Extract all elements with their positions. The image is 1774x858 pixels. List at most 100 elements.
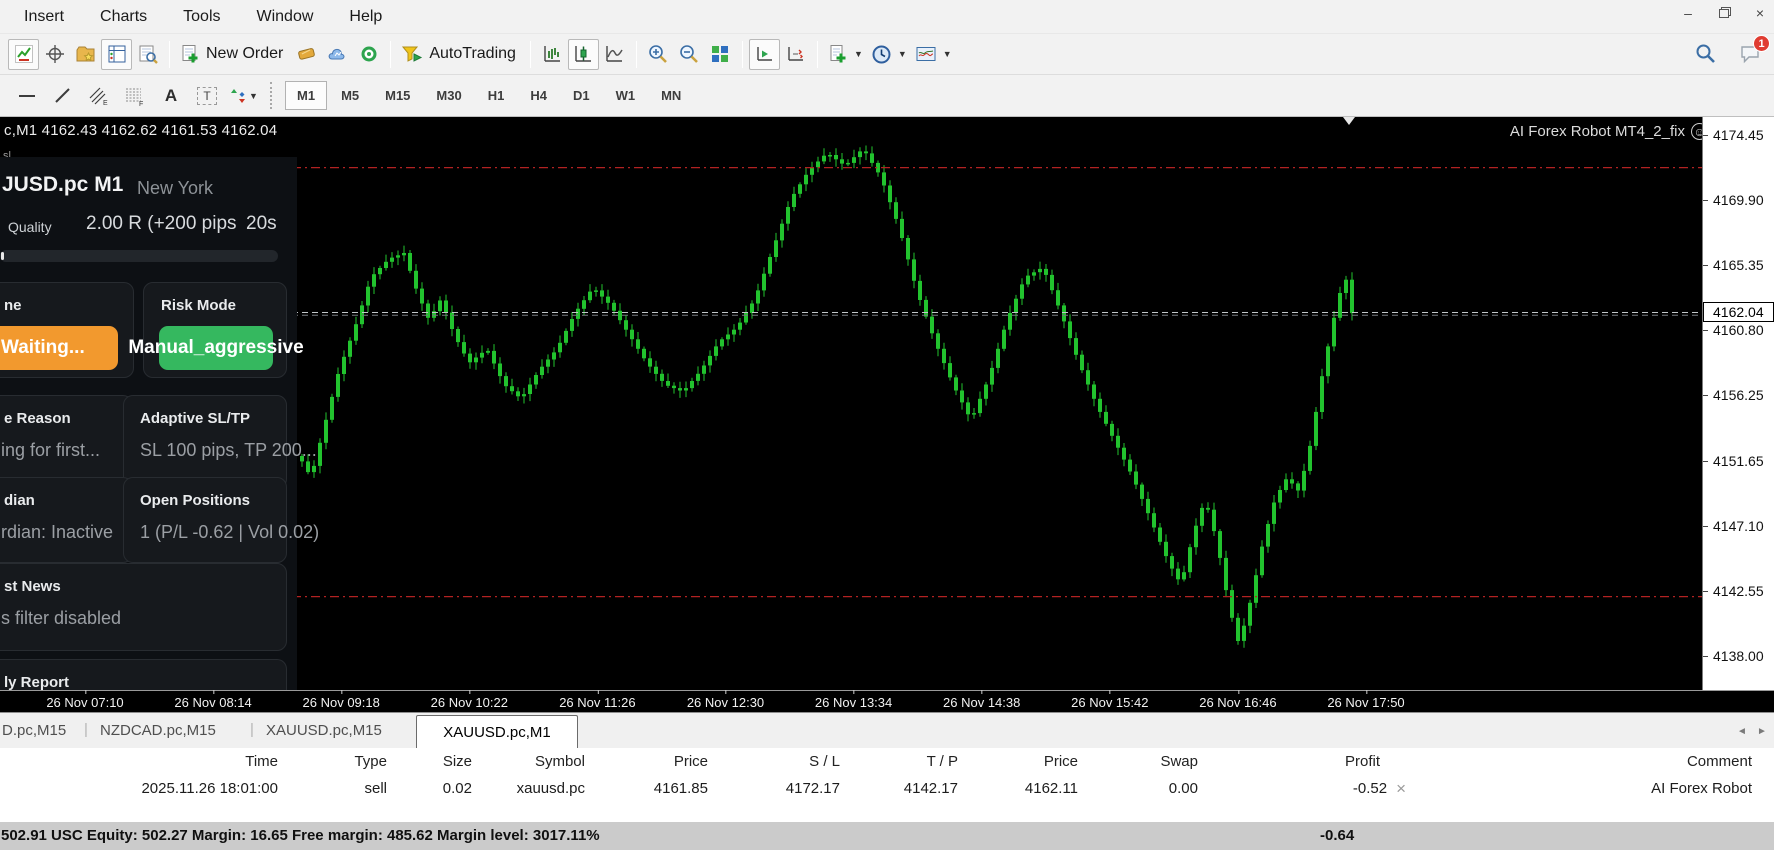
bar-chart-button[interactable] bbox=[537, 39, 568, 70]
minimize-icon[interactable]: – bbox=[1684, 5, 1692, 21]
tab-scroll-left-icon[interactable]: ◄ bbox=[1737, 726, 1747, 737]
candlestick-chart-button[interactable] bbox=[567, 38, 599, 70]
timeframe-d1[interactable]: D1 bbox=[572, 88, 590, 103]
line-chart-button[interactable] bbox=[599, 39, 630, 70]
menu-window[interactable]: Window bbox=[256, 7, 314, 25]
menu-charts[interactable]: Charts bbox=[100, 7, 148, 25]
close-position-icon[interactable]: × bbox=[1396, 779, 1406, 798]
timeframe-h1[interactable]: H1 bbox=[487, 88, 505, 103]
zoom-out-button[interactable] bbox=[674, 39, 705, 70]
auto-scroll-button[interactable] bbox=[748, 38, 780, 70]
column-header[interactable]: Swap bbox=[1160, 753, 1198, 770]
window-controls: – × bbox=[1678, 5, 1770, 21]
restore-icon[interactable] bbox=[1714, 5, 1734, 21]
time-tick: 26 Nov 14:38 bbox=[943, 690, 1021, 710]
text-label-button[interactable]: T bbox=[192, 81, 222, 111]
profiles-button[interactable] bbox=[70, 39, 101, 70]
timeframe-m1[interactable]: M1 bbox=[285, 81, 328, 110]
templates-button[interactable]: ▼ bbox=[911, 39, 956, 70]
ea-name-text: AI Forex Robot MT4_2_fix bbox=[1509, 123, 1685, 140]
tab-chart-1[interactable]: D.pc,M15 bbox=[2, 722, 67, 739]
close-icon[interactable]: × bbox=[1755, 5, 1765, 21]
toolbar-grip[interactable] bbox=[270, 82, 274, 109]
menu-help[interactable]: Help bbox=[349, 7, 383, 25]
market-watch-button[interactable] bbox=[101, 38, 132, 70]
indicators-icon bbox=[830, 45, 846, 63]
tile-windows-button[interactable] bbox=[705, 39, 736, 70]
zoom-in-button[interactable] bbox=[643, 39, 674, 70]
column-header[interactable]: Size bbox=[442, 753, 472, 770]
autotrading-label: AutoTrading bbox=[429, 45, 516, 62]
trade-row[interactable]: 2025.11.26 18:01:00 sell 0.02 xauusd.pc 4161… bbox=[0, 775, 1774, 802]
autotrading-icon bbox=[402, 46, 423, 62]
fibonacci-button[interactable]: F bbox=[120, 81, 150, 111]
notification-badge: 1 bbox=[1753, 35, 1770, 52]
table-cell: xauusd.pc bbox=[516, 780, 585, 797]
indicators-button[interactable]: ▼ bbox=[824, 39, 867, 70]
time-tick: 26 Nov 13:34 bbox=[814, 690, 893, 710]
chart-area[interactable]: c,M1 4162.43 4162.62 4161.53 4162.04 sl … bbox=[0, 117, 1774, 691]
column-header[interactable]: T / P bbox=[926, 753, 958, 770]
column-header[interactable]: Time bbox=[245, 753, 278, 770]
toolbar-separator bbox=[169, 40, 170, 68]
crosshair-icon bbox=[45, 45, 64, 63]
search-icon[interactable] bbox=[1695, 43, 1717, 65]
profiles-folder-icon bbox=[76, 46, 95, 62]
timeframe-w1[interactable]: W1 bbox=[615, 88, 636, 103]
chart-tab-bar: D.pc,M15 | NZDCAD.pc,M15 | XAUUSD.pc,M15… bbox=[0, 712, 1774, 749]
chart-shift-button[interactable] bbox=[780, 39, 811, 70]
time-tick: 26 Nov 16:46 bbox=[1199, 690, 1277, 710]
drawing-toolbar: E F A T ▼ M1 M5 M15 M30 H1 H4 D1 W1 MN bbox=[0, 74, 1774, 117]
text-button[interactable]: A bbox=[156, 81, 186, 111]
market-button[interactable] bbox=[353, 39, 384, 70]
time-tick: 26 Nov 17:50 bbox=[1327, 690, 1405, 710]
timeframe-m30[interactable]: M30 bbox=[436, 88, 462, 103]
profile-chart-button[interactable] bbox=[8, 38, 39, 70]
timeframe-bar: M1 M5 M15 M30 H1 H4 D1 W1 MN bbox=[284, 81, 694, 110]
timeframe-h4[interactable]: H4 bbox=[530, 88, 547, 103]
periods-button[interactable]: ▼ bbox=[867, 39, 911, 70]
tab-chart-2[interactable]: NZDCAD.pc,M15 bbox=[100, 722, 216, 739]
candlestick-plot[interactable] bbox=[0, 117, 1702, 690]
autotrading-button[interactable]: AutoTrading bbox=[397, 39, 524, 70]
new-order-button[interactable]: New Order bbox=[176, 39, 291, 70]
timeframe-mn[interactable]: MN bbox=[661, 88, 682, 103]
column-header[interactable]: Symbol bbox=[534, 753, 585, 770]
timeframe-m15[interactable]: M15 bbox=[385, 88, 411, 103]
line-chart-icon bbox=[606, 46, 624, 62]
chevron-down-icon: ▼ bbox=[942, 49, 952, 59]
signals-button[interactable] bbox=[322, 39, 353, 70]
price-tick: 4156.25 bbox=[1703, 386, 1774, 404]
column-header[interactable]: Price bbox=[673, 753, 708, 770]
column-header[interactable]: S / L bbox=[809, 753, 840, 770]
channel-button[interactable]: E bbox=[84, 81, 114, 111]
risk-mode-badge: Manual_aggressive bbox=[128, 326, 304, 370]
price-axis[interactable]: 4162.04 4174.45 4169.90 4165.35 4160.80 4156… bbox=[1702, 117, 1774, 690]
quality-progress-bar bbox=[0, 250, 278, 262]
column-header[interactable]: Comment bbox=[1686, 753, 1752, 770]
timeframe-m5[interactable]: M5 bbox=[341, 88, 360, 103]
quality-label: Quality bbox=[8, 219, 52, 235]
tab-scroll-right-icon[interactable]: ► bbox=[1757, 726, 1767, 737]
tab-chart-3[interactable]: XAUUSD.pc,M15 bbox=[266, 722, 382, 739]
horizontal-line-button[interactable] bbox=[12, 81, 42, 111]
time-axis[interactable]: 26 Nov 07:10 26 Nov 08:14 26 Nov 09:18 26 N… bbox=[0, 690, 1774, 712]
data-window-button[interactable] bbox=[132, 39, 163, 70]
column-header[interactable]: Profit bbox=[1344, 753, 1380, 770]
expert-advisors-button[interactable] bbox=[291, 39, 322, 70]
card-label: ne bbox=[4, 297, 22, 314]
trend-line-button[interactable] bbox=[48, 81, 78, 111]
price-tick: 4151.65 bbox=[1703, 452, 1774, 470]
menu-tools[interactable]: Tools bbox=[183, 7, 221, 25]
tab-chart-active[interactable]: XAUUSD.pc,M1 bbox=[416, 715, 578, 749]
arrows-button[interactable]: ▼ bbox=[228, 81, 258, 111]
column-header[interactable]: Price bbox=[1043, 753, 1078, 770]
svg-text:E: E bbox=[103, 100, 108, 107]
table-cell: sell bbox=[364, 780, 387, 797]
menu-insert[interactable]: Insert bbox=[24, 7, 65, 25]
crosshair-button[interactable] bbox=[39, 39, 70, 70]
ea-name-label: AI Forex Robot MT4_2_fix ☺ bbox=[1510, 123, 1708, 140]
tab-separator: | bbox=[250, 721, 254, 738]
arrows-icon bbox=[231, 88, 246, 103]
column-header[interactable]: Type bbox=[354, 753, 387, 770]
